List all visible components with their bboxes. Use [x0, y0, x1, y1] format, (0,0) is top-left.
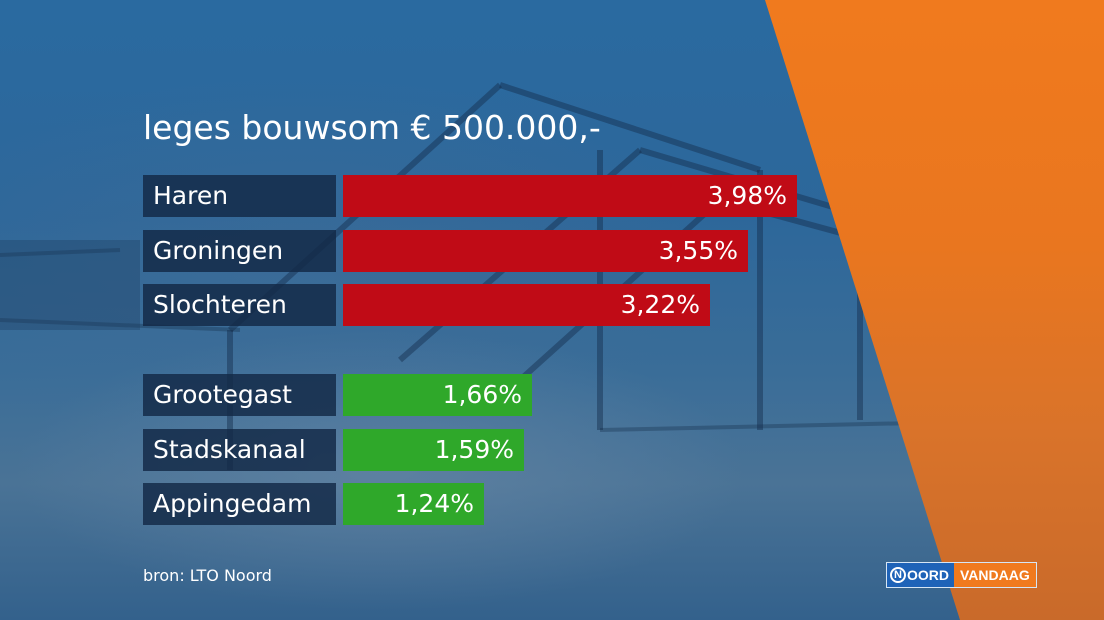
category-label: Appingedam: [143, 483, 336, 525]
bar-slochteren: 3,22%: [343, 284, 710, 326]
logo-noord-text: OORD: [907, 567, 949, 583]
logo-vandaag: VANDAAG: [954, 563, 1036, 587]
logo-noord: N OORD: [887, 563, 954, 587]
data-label: 1,24%: [394, 489, 474, 518]
category-label: Slochteren: [143, 284, 336, 326]
channel-logo: N OORD VANDAAG: [886, 562, 1037, 588]
category-label: Groningen: [143, 230, 336, 272]
bar-grootegast: 1,66%: [343, 374, 532, 416]
category-label: Stadskanaal: [143, 429, 336, 471]
logo-n-circle-icon: N: [890, 567, 906, 583]
source-note: bron: LTO Noord: [143, 566, 272, 585]
data-label: 3,98%: [707, 181, 787, 210]
category-label: Haren: [143, 175, 336, 217]
bar-groningen: 3,55%: [343, 230, 748, 272]
bar-appingedam: 1,24%: [343, 483, 484, 525]
bar-haren: 3,98%: [343, 175, 797, 217]
data-label: 1,59%: [434, 435, 514, 464]
bar-stadskanaal: 1,59%: [343, 429, 524, 471]
category-label: Grootegast: [143, 374, 336, 416]
data-label: 1,66%: [442, 380, 522, 409]
data-label: 3,22%: [620, 290, 700, 319]
data-label: 3,55%: [658, 236, 738, 265]
chart-title: leges bouwsom € 500.000,-: [143, 108, 601, 147]
